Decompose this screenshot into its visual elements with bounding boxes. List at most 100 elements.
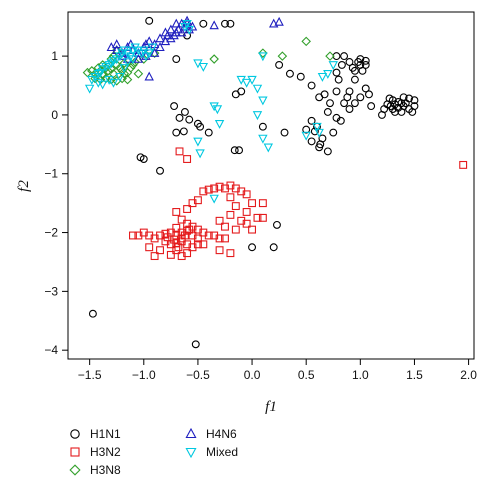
data-point (340, 99, 349, 108)
data-point (133, 68, 144, 79)
data-point (144, 71, 154, 81)
data-point (323, 108, 332, 116)
data-point (108, 78, 119, 88)
data-point (175, 113, 184, 122)
data-point (277, 51, 288, 61)
x-axis-label: f1 (265, 399, 277, 415)
data-point (334, 75, 343, 84)
data-point (204, 128, 213, 137)
x-tick-label: 1.5 (406, 368, 423, 382)
data-point (215, 246, 224, 255)
data-point (166, 33, 176, 43)
data-point (258, 134, 268, 144)
data-point (90, 72, 100, 82)
data-point (177, 252, 186, 261)
data-point (209, 102, 219, 112)
data-point (156, 246, 164, 255)
data-point (323, 147, 332, 156)
data-point (88, 309, 97, 318)
data-point (361, 84, 370, 93)
data-point (326, 99, 334, 108)
data-point (193, 137, 203, 147)
data-point (183, 155, 192, 163)
data-point (97, 80, 108, 90)
data-point (119, 46, 130, 56)
data-point (296, 72, 305, 81)
data-point (104, 61, 114, 71)
data-point (134, 231, 143, 240)
data-point (230, 146, 239, 155)
data-point (141, 52, 151, 62)
data-point (93, 70, 104, 79)
data-point (122, 74, 133, 85)
data-point (170, 102, 179, 111)
data-point (252, 84, 263, 94)
data-point (231, 225, 240, 234)
data-point (231, 90, 240, 99)
data-point (180, 22, 190, 32)
data-point (242, 219, 251, 228)
data-point (191, 340, 200, 349)
data-point (176, 27, 187, 37)
data-point (209, 20, 219, 30)
data-point (122, 58, 133, 68)
data-point (307, 137, 316, 146)
data-point (301, 36, 311, 47)
y-tick-label: −2 (44, 226, 58, 240)
legend-item-h3n2: H3N2 (66, 443, 121, 461)
x-tick-label: 1.0 (352, 368, 369, 382)
data-point (172, 55, 181, 64)
x-tick-label: 0.5 (298, 368, 315, 382)
data-point (198, 62, 209, 72)
data-point (336, 116, 345, 125)
data-point (215, 182, 224, 191)
data-point (231, 202, 240, 211)
data-point (226, 210, 235, 219)
series-h1n1 (88, 16, 419, 349)
data-point (242, 208, 251, 216)
data-point (252, 111, 263, 121)
plot-frame (67, 11, 475, 360)
data-point (155, 42, 165, 52)
data-point (175, 147, 184, 156)
data-point (108, 68, 119, 79)
data-point (258, 213, 267, 222)
data-point (345, 105, 354, 113)
y-tick-label: −4 (44, 343, 58, 357)
data-point (350, 99, 359, 108)
data-point (183, 226, 192, 235)
data-point (185, 115, 194, 124)
data-point (241, 78, 252, 88)
data-point (285, 69, 294, 78)
data-point (171, 18, 181, 28)
data-point (147, 43, 158, 53)
data-point (328, 61, 338, 71)
data-point (258, 199, 267, 208)
data-point (172, 128, 181, 137)
data-point (119, 64, 130, 74)
data-point (332, 87, 341, 96)
x-tick-label: 2.0 (460, 368, 477, 382)
data-point (258, 48, 268, 58)
data-point (173, 24, 184, 34)
data-point (209, 194, 219, 204)
data-point (209, 54, 219, 64)
legend-label: H1N1 (90, 427, 121, 441)
data-point (136, 153, 145, 162)
data-point (130, 43, 140, 53)
data-point (350, 75, 359, 84)
data-point (248, 225, 257, 234)
data-point (128, 55, 138, 65)
data-point (385, 94, 394, 103)
data-point (268, 18, 279, 28)
data-point (212, 105, 223, 115)
data-point (263, 143, 274, 153)
data-point (399, 93, 408, 102)
data-point (236, 75, 246, 85)
data-point (149, 47, 160, 57)
data-point (307, 116, 316, 125)
data-point (361, 60, 370, 69)
data-point (87, 75, 97, 85)
data-point (193, 240, 202, 249)
data-point (350, 66, 359, 75)
